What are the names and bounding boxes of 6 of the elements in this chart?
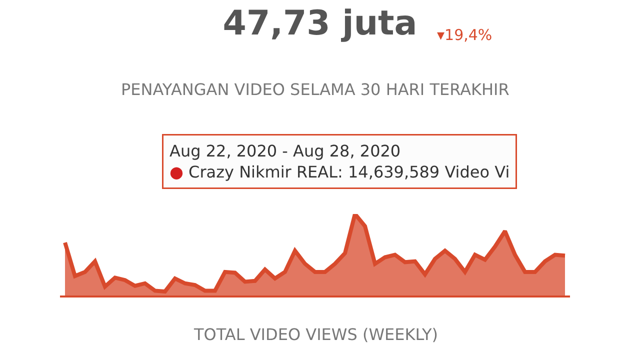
text: Aug 22, 2020 - Aug 28, 2020 <box>170 142 401 160</box>
chart-title: 47,73 juta <box>222 4 418 44</box>
text: ● Crazy Nikmir REAL: 14,639,589 Video Vi <box>170 162 510 182</box>
chart-subtitle: PENAYANGAN VIDEO SELAMA 30 HARI TERAKHIR <box>121 80 510 99</box>
text: ▾19,4% <box>437 26 492 44</box>
x-axis-title: TOTAL VIDEO VIEWS (WEEKLY) <box>193 325 438 344</box>
